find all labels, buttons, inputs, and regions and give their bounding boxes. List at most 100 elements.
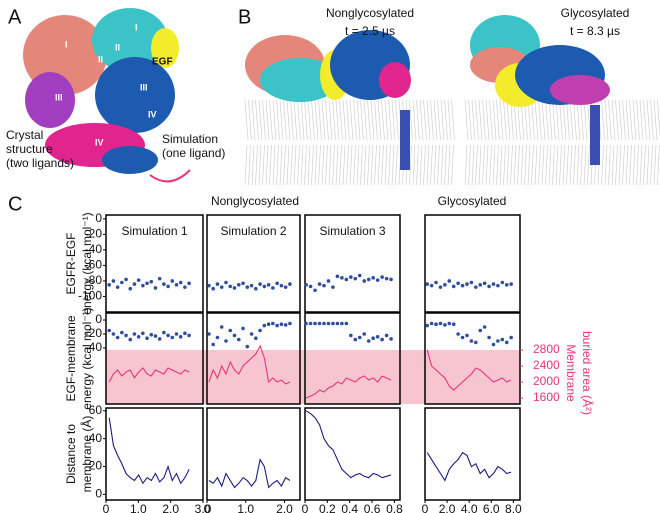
y-tick-label: -40 <box>85 242 103 256</box>
point <box>362 332 367 336</box>
lipid <box>384 99 389 141</box>
point <box>482 281 487 286</box>
point <box>434 280 438 285</box>
lipid <box>374 144 377 186</box>
lipid <box>335 99 340 141</box>
point <box>308 284 313 289</box>
plot-frame <box>304 214 401 313</box>
plot-frame <box>105 214 204 313</box>
lipid <box>321 99 326 141</box>
lipid <box>503 99 507 141</box>
point <box>174 332 179 336</box>
lipid <box>475 144 478 186</box>
lipid <box>545 99 549 141</box>
point <box>266 322 271 327</box>
point <box>262 284 267 289</box>
lipid <box>430 144 433 186</box>
lipid <box>527 99 532 141</box>
lipid <box>440 99 445 141</box>
group-header: Glycosylated <box>438 194 507 208</box>
point <box>183 331 187 336</box>
lipid <box>464 99 469 141</box>
lipid <box>430 99 434 141</box>
point <box>166 333 170 338</box>
lipid <box>538 99 542 141</box>
lipid <box>416 144 419 186</box>
point <box>224 339 228 343</box>
point <box>331 321 335 326</box>
point <box>241 326 245 331</box>
group-header: Nonglycosylated <box>211 194 299 208</box>
y-tick-label: -100 <box>78 289 102 303</box>
domain-label: IV <box>148 109 157 119</box>
lipid <box>503 144 506 186</box>
time-label: t = 2.5 µs <box>345 24 395 38</box>
subplot <box>304 312 401 405</box>
y2-tick-label: 2400 <box>533 358 560 372</box>
lipid <box>272 144 276 186</box>
lipid <box>643 144 646 186</box>
lipid <box>356 99 361 141</box>
lipid <box>391 144 395 186</box>
lipid <box>349 99 354 141</box>
panel-label: C <box>8 193 22 215</box>
lipid <box>353 99 357 141</box>
lipid <box>643 99 647 141</box>
lipid <box>632 99 637 141</box>
point <box>249 332 254 336</box>
x-tick-label: 0 <box>422 502 429 513</box>
domain-label: IV <box>95 137 104 147</box>
point <box>232 286 237 290</box>
point <box>283 323 288 327</box>
lipid <box>524 144 527 186</box>
lipid <box>433 144 437 186</box>
lipid <box>328 144 332 186</box>
point <box>279 283 284 288</box>
lipid <box>360 144 363 186</box>
lipid <box>531 144 534 186</box>
y-tick-label: 20 <box>89 459 103 473</box>
point <box>357 335 362 340</box>
annotation: Crystal <box>6 128 43 142</box>
point <box>478 328 483 333</box>
y-tick-label: -40 <box>85 340 103 354</box>
lipid <box>506 144 510 186</box>
y-tick-label: 60 <box>89 403 103 417</box>
domain-label: III <box>55 92 63 102</box>
lipid <box>576 144 580 186</box>
x-tick-label: 3.0 <box>195 502 212 513</box>
point <box>283 285 288 289</box>
y2-tick-label: 2000 <box>533 374 560 388</box>
point <box>178 280 183 285</box>
y-tick-label: 0 <box>95 211 102 225</box>
point <box>469 280 474 285</box>
point <box>317 321 322 326</box>
annotation: Simulation <box>162 132 218 146</box>
panel-label: A <box>8 6 22 28</box>
lipid <box>496 144 499 186</box>
plot-frame <box>105 312 204 405</box>
point <box>124 333 128 338</box>
panel-b-structures <box>245 15 610 170</box>
point <box>353 276 358 281</box>
lipid <box>499 144 503 186</box>
lipid <box>629 144 632 186</box>
point <box>491 342 496 347</box>
plot-frame <box>206 407 301 501</box>
point <box>380 275 384 279</box>
subplot: Simulation 3 <box>304 214 401 313</box>
x-tick-label: 2.0 <box>276 502 293 513</box>
point <box>157 276 162 281</box>
lipid <box>653 99 658 141</box>
lipid <box>611 99 616 141</box>
lipid <box>471 144 475 186</box>
series-line <box>426 451 512 482</box>
lipid <box>489 99 493 141</box>
point <box>487 335 491 340</box>
lipid <box>583 99 588 141</box>
lipid <box>555 144 559 186</box>
point <box>219 325 224 329</box>
lipid <box>527 144 531 186</box>
lipid <box>426 144 430 186</box>
point <box>344 321 349 326</box>
